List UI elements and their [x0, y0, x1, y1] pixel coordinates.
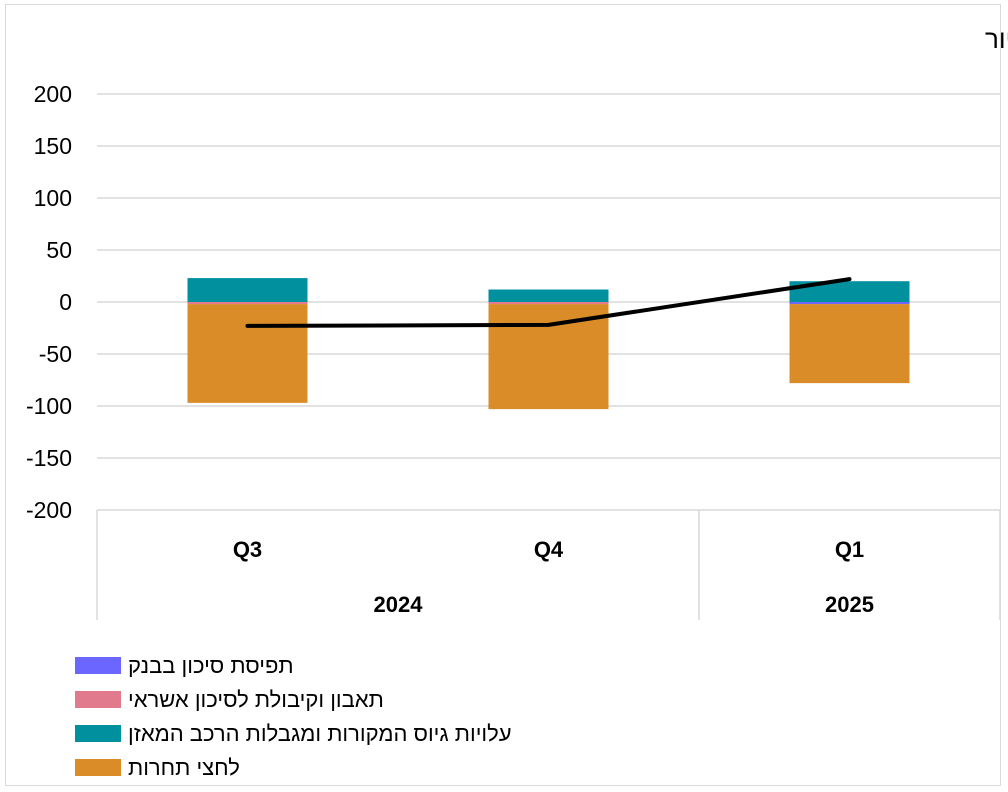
- bar-segment: [488, 289, 609, 302]
- bar-segment: [789, 302, 910, 305]
- bar-segment: [187, 304, 308, 403]
- legend-label: תפיסת סיכון בבנק: [128, 653, 294, 678]
- bar-segment: [488, 302, 609, 305]
- x-group-label: 2024: [374, 592, 424, 617]
- y-tick-label: -200: [26, 497, 72, 523]
- bar-segment: [187, 302, 308, 305]
- bars: [187, 278, 910, 410]
- net-line-path: [245, 277, 852, 328]
- legend: תפיסת סיכון בבנק תאבון וקיבולת לסיכון אשר…: [75, 653, 512, 780]
- chart-frame: [5, 4, 1001, 786]
- x-axis: Q3 Q4 Q1 2024 2025: [96, 510, 1001, 620]
- legend-swatch: [75, 691, 121, 708]
- y-tick-label: 50: [46, 237, 72, 263]
- net-line: [245, 277, 852, 328]
- y-tick-label: 100: [34, 185, 72, 211]
- legend-swatch: [75, 759, 121, 776]
- legend-label: עלויות גיוס המקורות ומגבלות הרכב המאזן: [128, 721, 512, 746]
- y-tick-label: 200: [34, 81, 72, 107]
- legend-swatch: [75, 657, 121, 674]
- y-tick-label: -100: [26, 393, 72, 419]
- y-tick-label: -50: [39, 341, 72, 367]
- legend-label: תאבון וקיבולת לסיכון אשראי: [128, 687, 384, 712]
- y-axis-ticks: 200 150 100 50 0 -50 -100 -150 -200: [26, 81, 72, 523]
- y-tick-label: 150: [34, 133, 72, 159]
- y-tick-label: 0: [59, 289, 72, 315]
- x-group-label: 2025: [825, 592, 874, 617]
- bar-segment: [488, 304, 609, 410]
- legend-swatch: [75, 725, 121, 742]
- bar-segment: [789, 281, 910, 302]
- legend-label: לחצי תחרות: [128, 755, 240, 780]
- x-tick-label: Q3: [233, 537, 262, 562]
- bar-segment: [789, 304, 910, 384]
- x-tick-label: Q1: [835, 537, 864, 562]
- bar-segment: [187, 278, 308, 302]
- y-tick-label: -150: [26, 445, 72, 471]
- x-tick-label: Q4: [534, 537, 564, 562]
- chart-title: ב. אשראי לדיור: [985, 24, 1008, 54]
